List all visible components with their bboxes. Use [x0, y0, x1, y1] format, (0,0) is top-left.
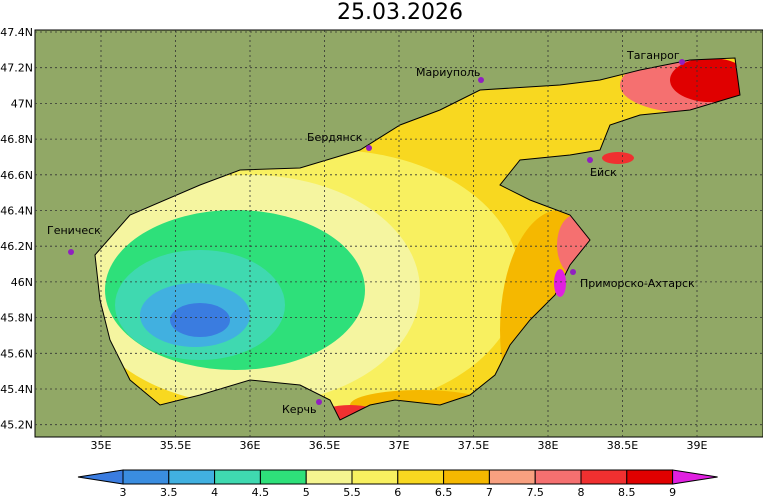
lon-tick-label: 35E — [91, 439, 112, 452]
city-marker — [570, 269, 576, 275]
colorbar-segment — [397, 469, 445, 485]
lat-tick-label: 45.8N — [0, 312, 33, 325]
colorbar-label: 8.5 — [618, 486, 636, 499]
map-area — [34, 29, 763, 438]
lat-tick-label: 46.8N — [0, 133, 33, 146]
cities: Геническ Бердянск Мариуполь Таганрог Ейск При… — [47, 49, 695, 416]
lon-tick-label: 36E — [240, 439, 261, 452]
colorbar-label: 3.5 — [160, 486, 178, 499]
colorbar-label: 3 — [120, 486, 127, 499]
city-marker — [478, 77, 484, 83]
lat-tick-label: 47.4N — [0, 26, 33, 39]
lat-tick-label: 46.4N — [0, 205, 33, 218]
graticule: 35E 35.5E 36E 36.5E 37E 37.5E 38E 38.5E 39E 47.4N… — [0, 26, 763, 452]
city-label: Таганрог — [626, 49, 680, 62]
city-marker — [68, 249, 74, 255]
colorbar-label: 7.5 — [526, 486, 544, 499]
colorbar-segment — [305, 469, 353, 485]
colorbar-label: 6 — [394, 486, 401, 499]
colorbar-segment — [259, 469, 307, 485]
colorbar-segment — [580, 469, 628, 485]
colorbar-end — [77, 469, 124, 485]
city-marker — [679, 59, 685, 65]
city-label: Бердянск — [307, 131, 363, 144]
lon-tick-label: 37E — [389, 439, 410, 452]
colorbar-label: 4 — [211, 486, 218, 499]
lagoon — [554, 269, 566, 297]
lat-tick-label: 45.2N — [0, 419, 33, 432]
colorbar-label: 5.5 — [343, 486, 361, 499]
colorbar-segment — [488, 469, 536, 485]
lagoon — [602, 152, 634, 164]
colorbar-label: 7 — [486, 486, 493, 499]
colorbar-label: 8 — [578, 486, 585, 499]
colorbar: 3 3.5 4 4.5 5 5.5 6 6.5 7 7.5 8 8.5 9 — [77, 469, 718, 499]
colorbar-segment — [214, 469, 261, 485]
lat-tick-label: 47N — [11, 97, 33, 110]
colorbar-segment — [626, 469, 674, 485]
colorbar-segment — [168, 469, 216, 485]
lon-tick-label: 37.5E — [458, 439, 489, 452]
city-marker — [587, 157, 593, 163]
city-label: Ейск — [590, 166, 617, 179]
lon-tick-label: 38.5E — [607, 439, 638, 452]
lat-tick-label: 45.6N — [0, 347, 33, 360]
city-label: Приморско-Ахтарск — [580, 277, 695, 290]
colorbar-label: 5 — [303, 486, 310, 499]
colorbar-end — [672, 469, 718, 485]
city-label: Мариуполь — [416, 66, 480, 79]
colorbar-segment — [122, 469, 170, 485]
lat-tick-label: 45.4N — [0, 383, 33, 396]
lon-tick-label: 35.5E — [160, 439, 191, 452]
city-marker — [366, 145, 372, 151]
map-title: 25.03.2026 — [337, 0, 463, 25]
lat-tick-label: 47.2N — [0, 62, 33, 75]
lat-tick-label: 46N — [11, 276, 33, 289]
lat-tick-label: 46.2N — [0, 240, 33, 253]
colorbar-label: 6.5 — [435, 486, 453, 499]
lat-tick-label: 46.6N — [0, 169, 33, 182]
colorbar-segment — [443, 469, 490, 485]
lon-tick-label: 39E — [687, 439, 708, 452]
colorbar-segment — [351, 469, 399, 485]
lon-tick-label: 36.5E — [309, 439, 340, 452]
colorbar-segment — [534, 469, 582, 485]
colorbar-label: 9 — [669, 486, 676, 499]
city-label: Керчь — [282, 403, 317, 416]
city-label: Геническ — [47, 224, 101, 237]
lon-tick-label: 38E — [538, 439, 559, 452]
coastline — [94, 57, 741, 421]
colorbar-label: 4.5 — [252, 486, 270, 499]
city-marker — [316, 399, 322, 405]
